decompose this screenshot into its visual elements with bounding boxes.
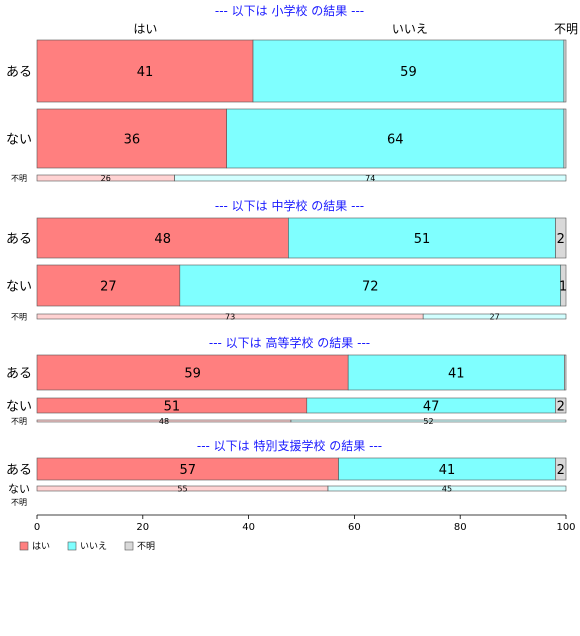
column-header: いいえ <box>392 22 428 36</box>
bar-segment <box>36 217 289 259</box>
data-label: 73 <box>225 313 235 322</box>
data-label: 51 <box>414 232 431 247</box>
data-label: 51 <box>164 399 181 414</box>
data-label: 47 <box>423 399 440 414</box>
row-label: 不明 <box>11 498 27 507</box>
data-label: 52 <box>423 417 433 426</box>
legend-label: 不明 <box>137 541 155 552</box>
bar-segment <box>36 108 227 169</box>
bar-segment <box>563 39 567 103</box>
data-label: 48 <box>154 232 171 247</box>
bar-segment <box>555 397 567 414</box>
legend-swatch <box>124 541 134 551</box>
legend-swatch <box>67 541 77 551</box>
x-tick-label: 40 <box>242 522 255 533</box>
row-label: 不明 <box>11 174 27 183</box>
bar-segment <box>560 264 567 307</box>
row-label: ない <box>8 483 30 496</box>
row-label: 不明 <box>11 313 27 322</box>
column-header: はい <box>133 22 157 36</box>
bar-segment <box>563 108 567 169</box>
data-label: 59 <box>184 366 201 381</box>
bar-segment <box>226 108 565 169</box>
data-label: 1 <box>559 279 567 294</box>
data-label: 27 <box>100 279 117 294</box>
bar-segment <box>288 217 556 259</box>
bar-segment <box>555 217 567 259</box>
legend-swatch <box>19 541 29 551</box>
bar-segment <box>422 313 567 320</box>
bar-segment <box>290 419 567 423</box>
data-label: 59 <box>400 65 417 80</box>
panel-title: --- 以下は 高等学校 の結果 --- <box>209 335 370 350</box>
column-header: 不明 <box>554 22 578 36</box>
data-label: 2 <box>557 232 565 247</box>
row-label: ある <box>6 232 32 247</box>
data-label: 27 <box>489 313 499 322</box>
x-tick-label: 100 <box>556 522 575 533</box>
bar-segment <box>36 354 349 391</box>
bar-segment <box>36 39 254 103</box>
data-label: 74 <box>365 174 375 183</box>
data-label: 26 <box>101 174 111 183</box>
row-label: ない <box>6 279 32 294</box>
row-label: ある <box>6 463 32 478</box>
data-label: 55 <box>177 485 187 494</box>
x-tick-label: 60 <box>348 522 361 533</box>
x-tick-label: 0 <box>34 522 40 533</box>
row-label: ある <box>6 366 32 381</box>
panel-title: --- 以下は 特別支援学校 の結果 --- <box>197 438 382 453</box>
bar-segment <box>564 354 567 391</box>
row-label: ある <box>6 65 32 80</box>
data-label: 41 <box>439 463 456 478</box>
data-label: 64 <box>387 132 404 147</box>
data-label: 36 <box>124 132 141 147</box>
data-label: 2 <box>557 399 565 414</box>
row-label: ない <box>6 399 32 414</box>
data-label: 45 <box>442 485 452 494</box>
bar-segment <box>36 264 181 307</box>
legend-label: いいえ <box>80 541 107 552</box>
row-label: ない <box>6 132 32 147</box>
data-label: 48 <box>159 417 169 426</box>
legend-label: はい <box>32 541 50 552</box>
x-tick-label: 20 <box>136 522 149 533</box>
bar-segment <box>347 354 565 391</box>
bar-segment <box>174 174 567 182</box>
data-label: 41 <box>137 65 154 80</box>
data-label: 41 <box>448 366 465 381</box>
panel-title: --- 以下は 小学校 の結果 --- <box>215 3 364 18</box>
data-label: 2 <box>557 463 565 478</box>
bar-segment <box>555 457 567 481</box>
data-label: 57 <box>179 463 196 478</box>
x-tick-label: 80 <box>454 522 467 533</box>
panel-title: --- 以下は 中学校 の結果 --- <box>215 198 364 213</box>
bar-segment <box>327 485 567 492</box>
bar-segment <box>252 39 565 103</box>
row-label: 不明 <box>11 417 27 426</box>
data-label: 72 <box>362 279 379 294</box>
